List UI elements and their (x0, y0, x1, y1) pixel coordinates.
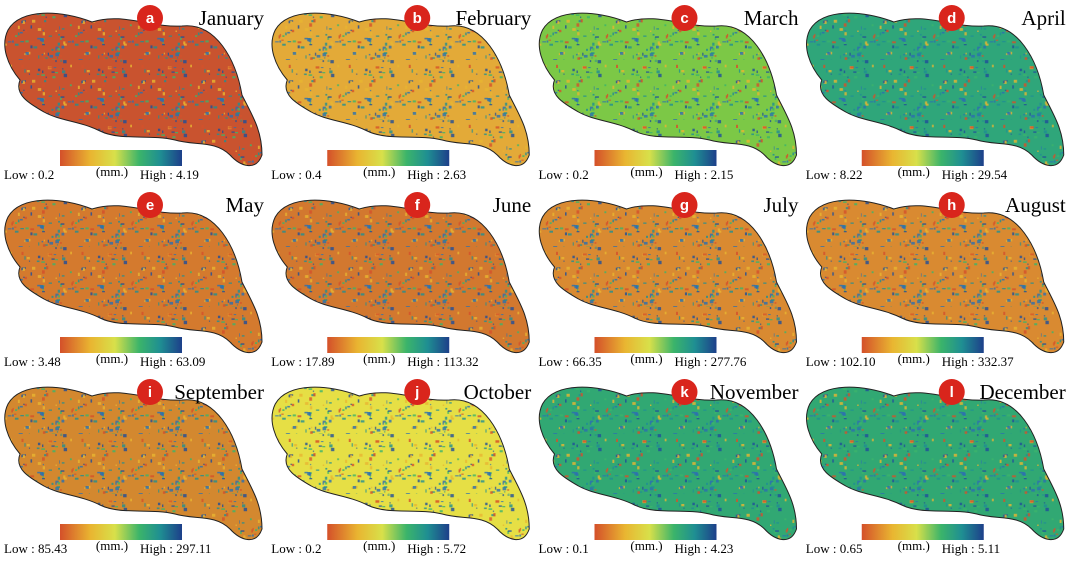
month-title: March (744, 6, 799, 30)
unit-label: (mm.) (630, 538, 662, 553)
month-title: July (763, 193, 799, 217)
unit-label: (mm.) (898, 351, 930, 366)
panel-letter: d (947, 10, 956, 27)
month-title: December (979, 380, 1065, 404)
unit-label: (mm.) (363, 351, 395, 366)
low-label: Low : 3.48 (4, 354, 61, 369)
high-label: High : 5.72 (407, 541, 466, 556)
panel-letter: h (947, 197, 956, 214)
panel-letter: l (950, 384, 954, 401)
low-label: Low : 0.2 (271, 541, 321, 556)
region-texture (272, 13, 529, 165)
unit-label: (mm.) (630, 351, 662, 366)
unit-label: (mm.) (898, 164, 930, 179)
map-panel: fJuneLow : 17.89(mm.)High : 113.32 (271, 192, 531, 369)
low-label: Low : 17.89 (271, 354, 334, 369)
region-texture (539, 13, 796, 165)
panel-letter: a (146, 10, 155, 27)
map-panel: a January Low : 0.2 (mm.) High : 4.19 (4, 5, 264, 182)
panel-letter: e (146, 197, 154, 214)
map-panel: c March Low : 0.2 (mm.) High : 2.15 (539, 5, 799, 182)
high-label: High : 277.76 (675, 354, 747, 369)
region-texture (272, 387, 529, 539)
high-label: High : 113.32 (407, 354, 478, 369)
low-label: Low : 0.2 (539, 167, 589, 182)
panel-letter: g (680, 197, 689, 214)
unit-label: (mm.) (96, 538, 128, 553)
month-title: June (493, 193, 532, 217)
region-texture (807, 13, 1064, 165)
map-panel: e May Low : 3.48 (mm.) High : 63.09 (4, 192, 264, 369)
map-panel: d April Low : 8.22 (mm.) High : 29.54 (806, 5, 1066, 182)
panel-letter: j (414, 384, 419, 401)
region-texture (5, 387, 262, 539)
panel-letter: k (680, 384, 689, 401)
month-title: February (455, 6, 531, 30)
high-label: High : 4.23 (675, 541, 734, 556)
month-title: September (174, 380, 264, 404)
high-label: High : 2.63 (407, 167, 466, 182)
high-label: High : 332.37 (942, 354, 1014, 369)
high-label: High : 4.19 (140, 167, 199, 182)
month-title: January (199, 6, 265, 30)
month-title: August (1005, 193, 1066, 217)
month-title: November (710, 380, 799, 404)
region-texture (807, 387, 1064, 539)
map-panel: i September Low : 85.43 (mm.) High : 297.11 (4, 379, 264, 556)
unit-label: (mm.) (898, 538, 930, 553)
unit-label: (mm.) (363, 164, 395, 179)
low-label: Low : 0.4 (271, 167, 322, 182)
high-label: High : 63.09 (140, 354, 205, 369)
low-label: Low : 66.35 (539, 354, 602, 369)
unit-label: (mm.) (96, 351, 128, 366)
month-title: April (1021, 6, 1065, 30)
low-label: Low : 85.43 (4, 541, 67, 556)
month-title: October (464, 380, 532, 404)
map-panel: h August Low : 102.10 (mm.) High : 332.37 (806, 192, 1066, 369)
region-texture (807, 200, 1064, 352)
map-panel: g July Low : 66.35 (mm.) High : 277.76 (539, 192, 799, 369)
unit-label: (mm.) (96, 164, 128, 179)
region-texture (5, 13, 262, 165)
unit-label: (mm.) (363, 538, 395, 553)
region-texture (539, 200, 796, 352)
map-panel: j October Low : 0.2 (mm.) High : 5.72 (271, 379, 531, 556)
region-texture (272, 200, 529, 352)
figure: a January Low : 0.2 (mm.) High : 4.19 b Februa… (0, 0, 1069, 561)
high-label: High : 2.15 (675, 167, 734, 182)
unit-label: (mm.) (630, 164, 662, 179)
region-texture (539, 387, 796, 539)
high-label: High : 29.54 (942, 167, 1008, 182)
map-panel: l December Low : 0.65 (mm.) High : 5.11 (806, 379, 1066, 556)
map-panel: b February Low : 0.4 (mm.) High : 2.63 (271, 5, 531, 182)
low-label: Low : 0.2 (4, 167, 54, 182)
low-label: Low : 102.10 (806, 354, 876, 369)
region-texture (5, 200, 262, 352)
panel-letter: b (413, 10, 422, 27)
high-label: High : 297.11 (140, 541, 211, 556)
low-label: Low : 0.65 (806, 541, 863, 556)
panel-letter: i (148, 384, 152, 401)
panel-letter: c (680, 10, 688, 27)
map-panel: k November Low : 0.1 (mm.) High : 4.23 (539, 379, 799, 556)
low-label: Low : 0.1 (539, 541, 589, 556)
high-label: High : 5.11 (942, 541, 1000, 556)
low-label: Low : 8.22 (806, 167, 863, 182)
month-title: May (226, 193, 265, 217)
